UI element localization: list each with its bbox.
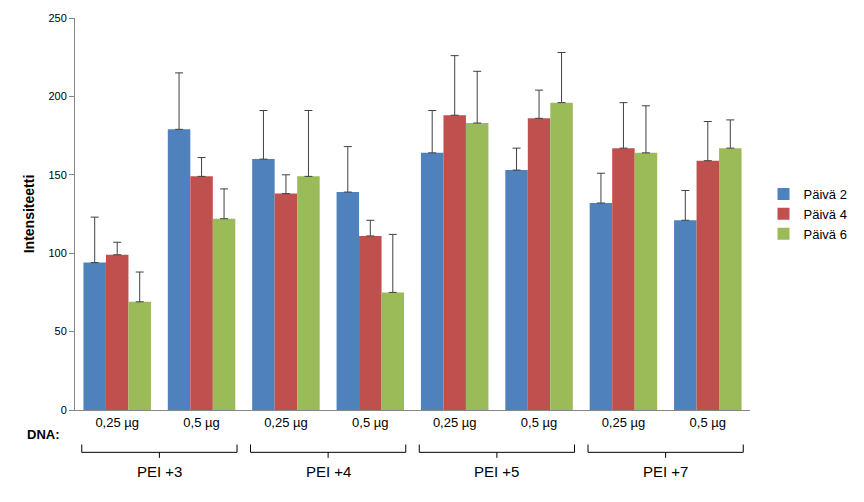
svg-text:0,5 µg: 0,5 µg (352, 415, 388, 430)
svg-text:100: 100 (48, 247, 66, 259)
svg-text:150: 150 (48, 169, 66, 181)
svg-text:PEI +3: PEI +3 (137, 463, 182, 480)
svg-text:0: 0 (61, 404, 67, 416)
svg-text:Päivä 2: Päivä 2 (804, 187, 847, 202)
svg-text:PEI +7: PEI +7 (643, 463, 688, 480)
svg-text:0,25 µg: 0,25 µg (433, 415, 477, 430)
svg-text:0,25 µg: 0,25 µg (602, 415, 646, 430)
svg-text:0,25 µg: 0,25 µg (264, 415, 308, 430)
svg-text:PEI +5: PEI +5 (474, 463, 519, 480)
svg-text:Päivä 6: Päivä 6 (804, 227, 847, 242)
svg-text:Intensiteetti: Intensiteetti (21, 175, 37, 254)
svg-text:0,5 µg: 0,5 µg (521, 415, 557, 430)
svg-text:DNA:: DNA: (27, 427, 60, 442)
svg-text:PEI +4: PEI +4 (306, 463, 351, 480)
svg-text:0,5 µg: 0,5 µg (690, 415, 726, 430)
svg-text:Päivä 4: Päivä 4 (804, 207, 847, 222)
svg-text:0,5 µg: 0,5 µg (183, 415, 219, 430)
svg-text:0,25 µg: 0,25 µg (95, 415, 139, 430)
svg-text:200: 200 (48, 90, 66, 102)
svg-text:50: 50 (55, 325, 67, 337)
svg-text:250: 250 (48, 12, 66, 24)
